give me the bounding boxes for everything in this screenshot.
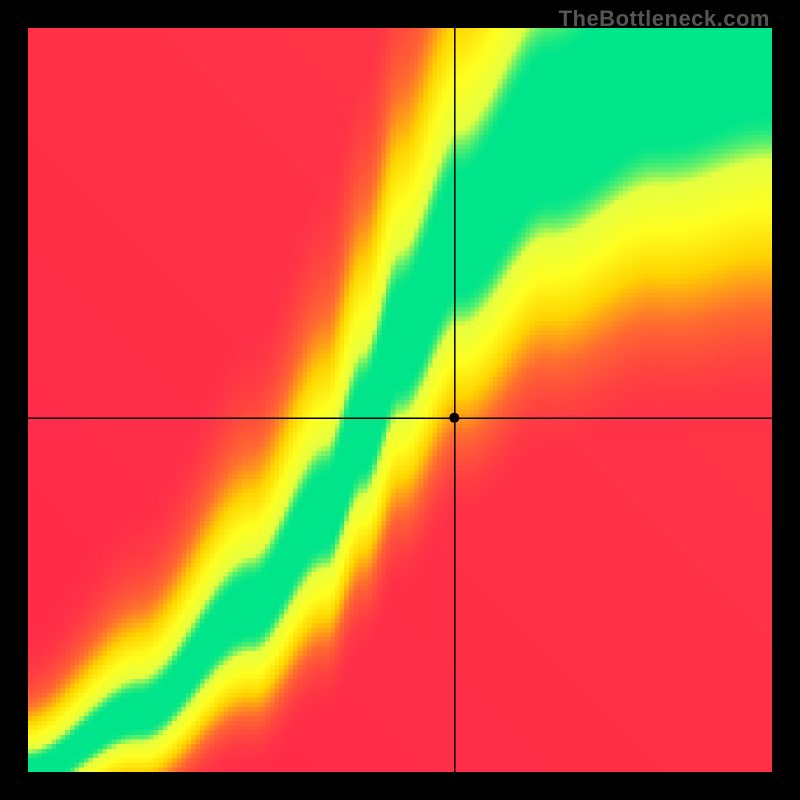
watermark-text: TheBottleneck.com	[559, 6, 770, 32]
crosshair-overlay	[0, 0, 800, 800]
chart-container: TheBottleneck.com	[0, 0, 800, 800]
